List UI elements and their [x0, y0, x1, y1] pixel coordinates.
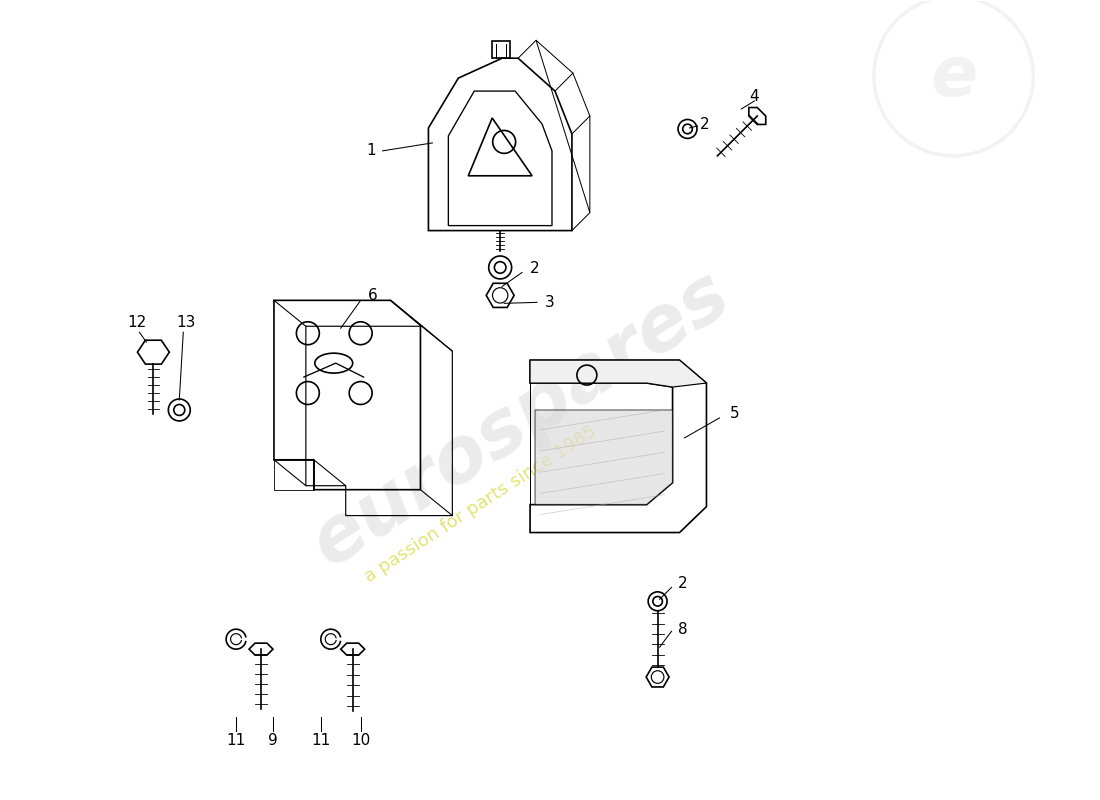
- Text: 2: 2: [530, 261, 540, 276]
- Text: 2: 2: [678, 576, 688, 591]
- Text: 12: 12: [126, 314, 146, 330]
- Text: 2: 2: [700, 118, 710, 133]
- Polygon shape: [530, 360, 706, 387]
- Text: 8: 8: [678, 622, 688, 637]
- Text: 11: 11: [311, 734, 330, 748]
- Text: a passion for parts since 1985: a passion for parts since 1985: [361, 423, 600, 586]
- Text: 6: 6: [367, 288, 377, 303]
- Text: eurospares: eurospares: [297, 258, 742, 582]
- Text: 10: 10: [351, 734, 371, 748]
- Text: 5: 5: [729, 406, 739, 422]
- Text: 11: 11: [227, 734, 245, 748]
- Text: 9: 9: [268, 734, 278, 748]
- Text: 1: 1: [366, 143, 375, 158]
- Polygon shape: [535, 410, 672, 505]
- Text: 3: 3: [546, 295, 554, 310]
- Text: e: e: [930, 42, 977, 110]
- Text: 4: 4: [749, 89, 759, 103]
- Text: 13: 13: [177, 314, 196, 330]
